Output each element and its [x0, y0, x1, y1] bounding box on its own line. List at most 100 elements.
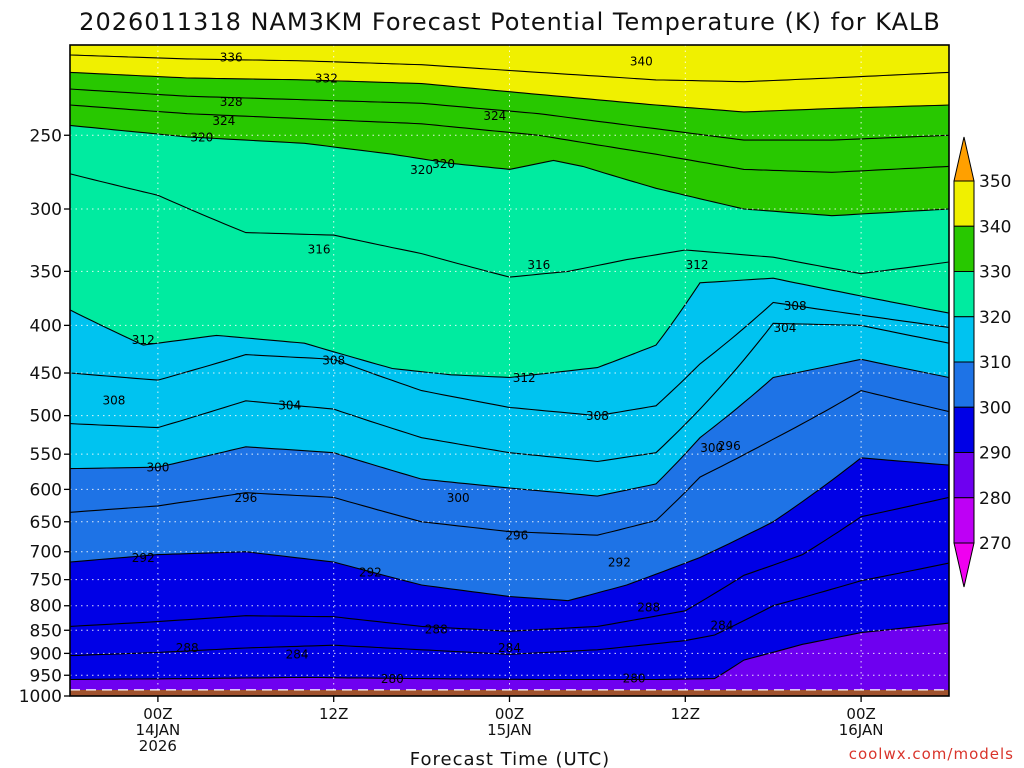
isentrope-lines [70, 54, 949, 681]
fill-band-320 [70, 105, 949, 216]
contour-label-34: 284 [286, 647, 309, 661]
y-tick-400: 400 [30, 316, 62, 336]
isentrope-324 [70, 104, 949, 173]
svg-text:324: 324 [212, 114, 235, 128]
contour-label-24: 296 [234, 491, 257, 505]
fill-band-316 [70, 125, 949, 278]
contour-label-21: 300 [700, 441, 723, 455]
svg-text:300: 300 [146, 461, 169, 475]
contour-label-0: 336 [220, 50, 243, 64]
grid [70, 45, 949, 696]
svg-text:296: 296 [234, 491, 257, 505]
y-tick-250: 250 [30, 126, 62, 146]
svg-text:304: 304 [773, 321, 796, 335]
colorbar-box-330 [953, 180, 975, 227]
fill-band-312 [70, 173, 949, 378]
contour-label-20: 308 [586, 409, 609, 423]
svg-text:304: 304 [278, 398, 301, 412]
y-tick-800: 800 [30, 597, 62, 617]
contour-label-7: 340 [630, 54, 653, 68]
y-axis-pressure: 250 300 350 400 450 500 550 600 650 700 750 800 850 9… [19, 126, 70, 707]
colorbar-label-310: 310 [979, 353, 1011, 373]
colorbar-arrow-top [953, 136, 975, 182]
colorbar-label-280: 280 [979, 489, 1011, 509]
contour-label-17: 308 [102, 393, 125, 407]
isentrope-288 [70, 496, 949, 632]
contour-label-12: 312 [132, 333, 155, 347]
colorbar-box-300 [953, 316, 975, 363]
isentrope-280 [70, 622, 949, 681]
svg-text:320: 320 [410, 163, 433, 177]
svg-text:300: 300 [700, 441, 723, 455]
chart-title: 2026011318 NAM3KM Forecast Potential Tem… [79, 8, 941, 36]
svg-text:308: 308 [322, 354, 345, 368]
contour-label-18: 304 [278, 398, 301, 412]
contour-label-9: 320 [432, 157, 455, 171]
fill-band-300 [70, 323, 949, 497]
isentrope-312 [70, 277, 949, 379]
contour-label-8: 316 [308, 242, 331, 256]
contour-label-23: 300 [447, 491, 470, 505]
y-tick-950: 950 [30, 666, 62, 686]
svg-text:292: 292 [608, 555, 631, 569]
x-tick-4-line-1: 16JAN [839, 721, 884, 739]
contour-label-22: 296 [718, 439, 741, 453]
contour-label-33: 284 [498, 641, 521, 655]
x-tick-0-line-0: 00Z [143, 705, 172, 723]
contour-label-14: 312 [513, 371, 536, 385]
x-tick-4-line-0: 00Z [846, 705, 875, 723]
contour-label-27: 296 [505, 529, 528, 543]
svg-text:332: 332 [315, 71, 338, 85]
svg-text:308: 308 [586, 409, 609, 423]
contour-label-1: 332 [315, 71, 338, 85]
colorbar-arrow-bottom [953, 542, 975, 588]
x-tick-1-line-0: 12Z [319, 705, 348, 723]
svg-text:296: 296 [505, 529, 528, 543]
surface-terrain [70, 689, 949, 696]
colorbar-label-340: 340 [979, 217, 1011, 237]
isentrope-332 [70, 71, 949, 113]
y-tick-750: 750 [30, 571, 62, 591]
svg-text:312: 312 [132, 333, 155, 347]
fill-band-280 [70, 563, 949, 680]
colorbar-box-310 [953, 271, 975, 318]
colorbar-box-320 [953, 225, 975, 272]
colorbar-box-260 [953, 497, 975, 544]
contour-label-6: 320 [410, 163, 433, 177]
svg-text:328: 328 [220, 95, 243, 109]
isentrope-308 [70, 301, 949, 417]
svg-text:288: 288 [425, 622, 448, 636]
fill-band-304 [70, 302, 949, 462]
colorbar-box-290 [953, 361, 975, 408]
colorbar-label-290: 290 [979, 444, 1011, 464]
x-tick-0-line-1: 14JAN [136, 721, 181, 739]
svg-text:292: 292 [359, 566, 382, 580]
theta-shaded-fill [70, 45, 949, 696]
contour-label-35: 280 [381, 672, 404, 686]
fill-band-296 [70, 359, 949, 536]
y-tick-1000: 1000 [19, 687, 62, 707]
svg-text:312: 312 [513, 371, 536, 385]
svg-text:312: 312 [686, 258, 709, 272]
y-tick-550: 550 [30, 445, 62, 465]
svg-text:280: 280 [381, 672, 404, 686]
svg-text:292: 292 [132, 551, 155, 565]
x-tick-2-line-1: 15JAN [487, 721, 532, 739]
colorbar-label-320: 320 [979, 308, 1011, 328]
svg-text:284: 284 [498, 641, 521, 655]
contour-label-13: 308 [322, 354, 345, 368]
isentrope-284 [70, 562, 949, 657]
colorbar-label-330: 330 [979, 263, 1011, 283]
contour-label-16: 308 [784, 299, 807, 313]
contour-label-10: 316 [527, 258, 550, 272]
svg-text:284: 284 [710, 618, 733, 632]
contour-label-4: 320 [190, 130, 213, 144]
colorbar-box-280 [953, 406, 975, 453]
surface-block [70, 689, 949, 696]
svg-text:316: 316 [308, 242, 331, 256]
svg-text:316: 316 [527, 258, 550, 272]
colorbar-label-270: 270 [979, 534, 1011, 554]
colorbar-label-300: 300 [979, 398, 1011, 418]
svg-text:324: 324 [483, 109, 506, 123]
